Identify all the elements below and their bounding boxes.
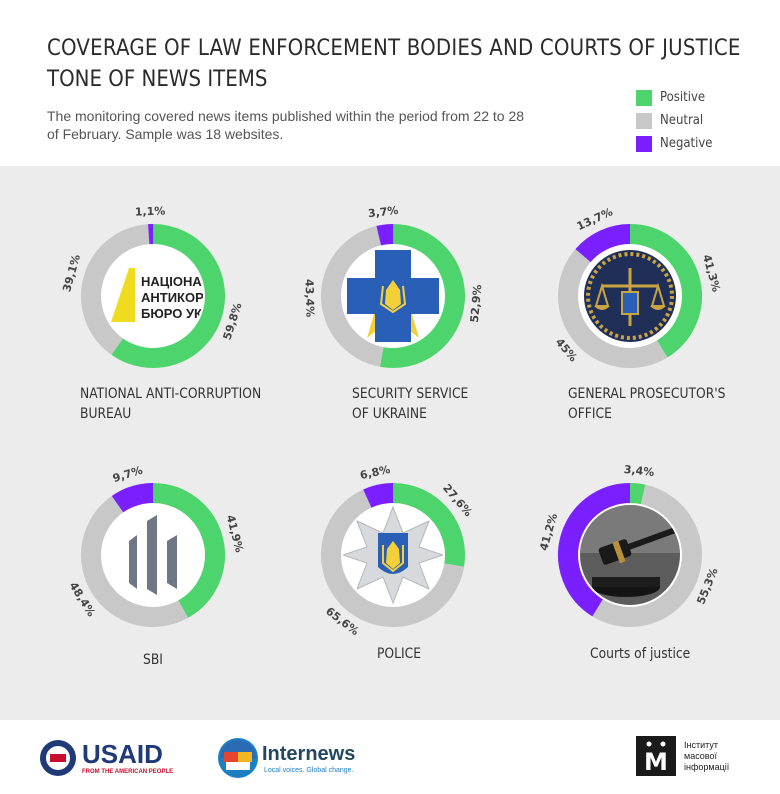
chart-label-line: Courts of justice — [590, 646, 691, 662]
chart-label-4: POLICE — [377, 644, 421, 664]
donut-segment-neutral — [558, 249, 668, 368]
legend-label-negative: Negative — [660, 136, 713, 151]
donut-label-negative: 41,2% — [537, 512, 560, 552]
chart-label-line: NATIONAL ANTI-CORRUPTION — [80, 386, 262, 402]
imi-logo: М Інститут масової інформації — [636, 736, 736, 785]
donut-label-negative: 6,8% — [359, 463, 392, 482]
chart-description: The monitoring covered news items publis… — [47, 108, 525, 142]
nabu-logo-line-1: НАЦІОНАЛЬ — [141, 274, 220, 289]
imi-line-2: масової — [684, 751, 717, 761]
emblem-container: НАЦІОНАЛЬ АНТИКОРУ БЮРО УКР — [111, 268, 220, 322]
imi-line-1: Інститут — [684, 740, 718, 750]
donut-label-negative: 9,7% — [111, 464, 144, 486]
chart-label-5: Courts of justice — [590, 644, 690, 664]
nabu-logo-line-3: БЮРО УКР — [141, 306, 211, 321]
legend-label-positive: Positive — [660, 90, 706, 105]
donut-chart-4: 27,6%65,6%6,8% — [321, 463, 475, 638]
ssu-emblem — [347, 250, 439, 342]
imi-mark: М — [644, 748, 668, 776]
donut-segment-neutral — [592, 484, 702, 627]
donut-segment-positive — [629, 224, 702, 358]
donut-label-positive: 59,8% — [221, 301, 245, 341]
donut-chart-5: 3,4%55,3%41,2% — [537, 463, 721, 627]
gavel-photo — [580, 505, 680, 605]
donut-segment-positive — [629, 483, 646, 507]
sbi-logo — [129, 515, 177, 595]
legend-swatch-negative — [636, 135, 652, 152]
donut-label-neutral: 39,1% — [60, 253, 83, 293]
legend-swatch-positive — [636, 89, 652, 106]
donut-label-positive: 41,3% — [700, 253, 723, 293]
chart-label-1: SECURITY SERVICE OF UKRAINE — [352, 384, 468, 424]
chart-label-line: SBI — [143, 652, 163, 668]
emblem-container — [343, 505, 443, 605]
donut-label-positive: 3,4% — [623, 463, 655, 479]
donut-segment-neutral — [321, 225, 385, 367]
donut-segment-positive — [111, 224, 225, 368]
donut-label-negative: 1,1% — [135, 205, 166, 219]
usaid-logo: USAID FROM THE AMERICAN PEOPLE — [38, 738, 178, 783]
chart-title: COVERAGE OF LAW ENFORCEMENT BODIES AND C… — [47, 36, 741, 61]
donut-segment-neutral — [321, 489, 465, 627]
donut-label-neutral: 43,4% — [303, 279, 317, 317]
donut-segment-positive — [379, 224, 465, 368]
legend-item-negative: Negative — [636, 132, 718, 155]
donut-segment-neutral — [81, 495, 189, 627]
usaid-tagline: FROM THE AMERICAN PEOPLE — [82, 769, 173, 775]
chart-label-2: GENERAL PROSECUTOR'S OFFICE — [568, 384, 726, 424]
donut-segment-neutral — [81, 224, 150, 355]
chart-label-line: OF UKRAINE — [352, 406, 427, 422]
donut-segment-negative — [111, 483, 154, 515]
legend-item-positive: Positive — [636, 86, 718, 109]
donut-segment-negative — [376, 224, 394, 248]
prosecutor-emblem — [584, 250, 676, 342]
emblem-container — [347, 250, 439, 342]
donut-chart-1: 52,9% 43,4% 3,7% — [303, 204, 484, 368]
emblem-container — [580, 505, 680, 605]
nabu-logo: НАЦІОНАЛЬ АНТИКОРУ БЮРО УКР — [111, 268, 220, 322]
internews-tagline: Local voices. Global change. — [264, 767, 354, 774]
donut-segment-negative — [363, 483, 394, 510]
legend-item-neutral: Neutral — [636, 109, 718, 132]
chart-label-line: BUREAU — [80, 406, 132, 422]
police-emblem — [343, 505, 443, 605]
donut-segment-negative — [575, 224, 631, 264]
imi-line-3: інформації — [684, 762, 730, 772]
legend-swatch-neutral — [636, 112, 652, 129]
internews-logo: Internews Local voices. Global change. — [216, 736, 376, 785]
chart-label-3: SBI — [143, 650, 163, 670]
donut-segment-positive — [392, 483, 465, 567]
donut-segment-positive — [152, 483, 225, 618]
chart-label-line: OFFICE — [568, 406, 612, 422]
internews-wordmark: Internews — [262, 743, 355, 765]
usaid-wordmark: USAID — [82, 739, 163, 769]
nabu-yellow-shape — [111, 268, 135, 322]
donut-chart-2: 41,3%45%13,7% — [553, 205, 723, 368]
donut-label-positive: 52,9% — [468, 284, 484, 323]
donut-label-negative: 3,7% — [367, 204, 399, 220]
emblem-container — [584, 250, 676, 342]
donut-chart-0: 59,8% 39,1% 1,1% НАЦІОНАЛЬ АНТИКОРУ БЮРО У… — [60, 205, 245, 368]
donut-label-positive: 41,9% — [224, 514, 246, 554]
nabu-logo-line-2: АНТИКОРУ — [141, 290, 213, 305]
legend-label-neutral: Neutral — [660, 113, 704, 128]
header: COVERAGE OF LAW ENFORCEMENT BODIES AND C… — [0, 0, 780, 166]
chart-subtitle: TONE OF NEWS ITEMS — [47, 67, 268, 92]
chart-label-line: SECURITY SERVICE — [352, 386, 469, 402]
chart-label-line: POLICE — [377, 646, 422, 662]
chart-label-line: GENERAL PROSECUTOR'S — [568, 386, 726, 402]
emblem-container — [129, 515, 177, 595]
legend: Positive Neutral Negative — [636, 86, 718, 155]
chart-label-0: NATIONAL ANTI-CORRUPTION BUREAU — [80, 384, 261, 424]
donut-chart-3: 41,9%48,4%9,7% — [67, 464, 246, 627]
donut-segment-negative — [558, 483, 631, 617]
